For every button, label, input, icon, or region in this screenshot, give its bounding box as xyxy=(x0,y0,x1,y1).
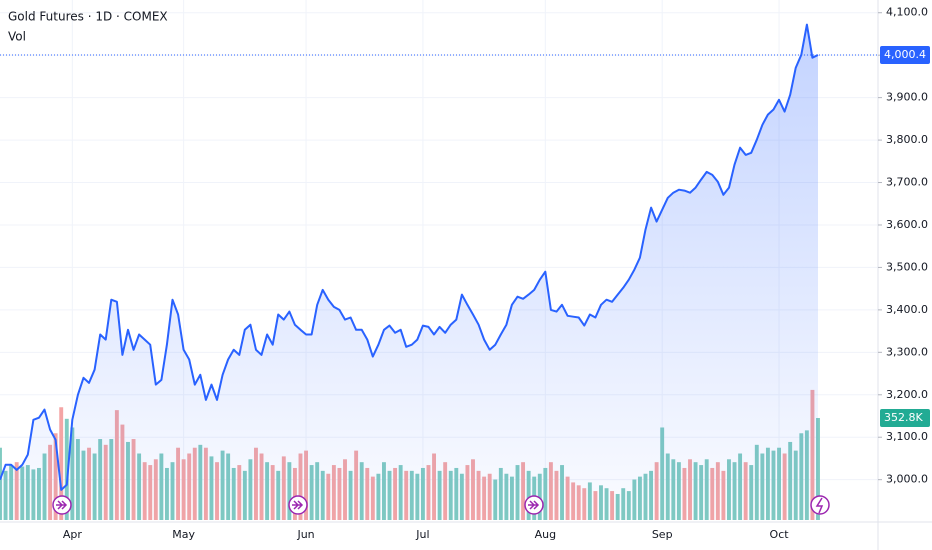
volume-legend: Vol xyxy=(8,30,26,44)
y-tick-label: 3,200.0 xyxy=(886,388,928,401)
x-tick-label: May xyxy=(172,528,195,541)
x-tick-label: Sep xyxy=(652,528,673,541)
chart-title: Gold Futures · 1D · COMEX xyxy=(8,10,168,24)
event-marker[interactable] xyxy=(288,495,308,515)
event-markers xyxy=(52,495,830,515)
last-price-label: 4,000.4 xyxy=(884,48,926,61)
y-tick-label: 3,700.0 xyxy=(886,176,928,189)
y-tick-label: 3,500.0 xyxy=(886,260,928,273)
x-tick-label: Aug xyxy=(535,528,556,541)
event-marker[interactable] xyxy=(810,495,830,515)
last-price-box xyxy=(880,46,930,65)
y-tick-label: 3,800.0 xyxy=(886,133,928,146)
x-tick-label: Apr xyxy=(63,528,83,541)
y-tick-label: 3,400.0 xyxy=(886,303,928,316)
last-volume-label: 352.8K xyxy=(884,411,923,424)
x-tick-label: Oct xyxy=(770,528,790,541)
y-tick-label: 3,900.0 xyxy=(886,91,928,104)
price-line xyxy=(0,23,819,491)
x-tick-label: Jul xyxy=(415,528,429,541)
y-tick-label: 3,100.0 xyxy=(886,430,928,443)
y-tick-label: 3,600.0 xyxy=(886,218,928,231)
event-marker[interactable] xyxy=(524,495,544,515)
price-layer xyxy=(0,23,878,520)
y-tick-label: 3,300.0 xyxy=(886,345,928,358)
event-marker[interactable] xyxy=(52,495,72,515)
y-tick-label: 3,000.0 xyxy=(886,473,928,486)
x-tick-label: Jun xyxy=(296,528,314,541)
volume-bar xyxy=(59,407,64,520)
y-tick-label: 4,100.0 xyxy=(886,6,928,19)
last-volume-box xyxy=(880,409,930,428)
area-fill xyxy=(0,24,818,520)
volume-bar xyxy=(64,418,69,520)
